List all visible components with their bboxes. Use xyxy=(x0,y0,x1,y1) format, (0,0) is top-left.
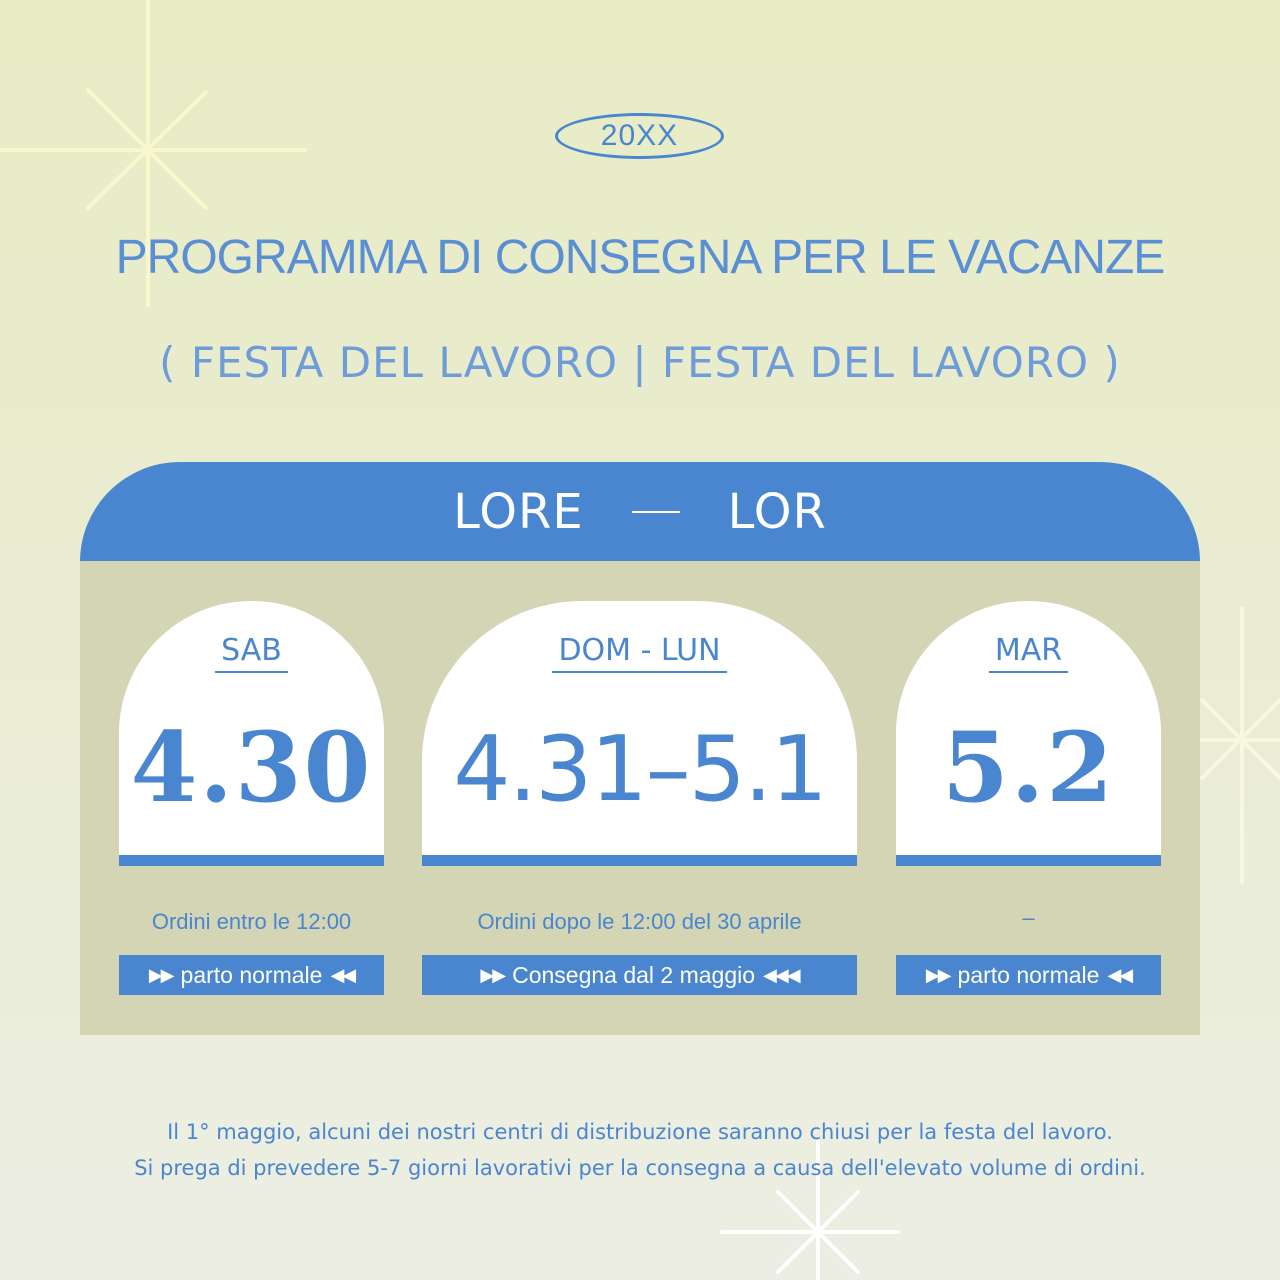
header-right-label: LOR xyxy=(727,484,827,540)
day-card-tue: MAR 5.2 xyxy=(896,601,1161,866)
double-right-arrow-icon: ▶▶ xyxy=(480,964,506,985)
day-card-sat: SAB 4.30 xyxy=(119,601,384,866)
header-left-label: LORE xyxy=(453,484,584,540)
schedule-header: LORE LOR xyxy=(80,462,1200,562)
delivery-label: parto normale xyxy=(180,961,323,988)
day-card-sun-mon: DOM - LUN 4.31–5.1 xyxy=(422,601,857,866)
page-subtitle: ( FESTA DEL LAVORO | FESTA DEL LAVORO ) xyxy=(159,338,1121,387)
double-right-arrow-icon: ▶▶ xyxy=(148,964,175,985)
triple-left-arrow-icon: ◀◀◀ xyxy=(763,964,801,985)
order-note-sat: Ordini entro le 12:00 xyxy=(151,909,352,934)
double-left-arrow-icon: ◀◀ xyxy=(330,964,356,985)
double-left-arrow-icon: ◀◀ xyxy=(1107,964,1133,985)
header-dash xyxy=(631,511,680,513)
date-value: 4.31–5.1 xyxy=(453,717,828,822)
date-value: 4.30 xyxy=(130,711,373,824)
footer-line-2: Si prega di prevedere 5-7 giorni lavorat… xyxy=(134,1156,1146,1180)
day-label: DOM - LUN xyxy=(552,633,727,673)
delivery-label: parto normale xyxy=(957,961,1100,988)
sparkle-icon-right xyxy=(1198,606,1280,884)
day-label: MAR xyxy=(988,633,1069,673)
footer-line-1: Il 1° maggio, alcuni dei nostri centri d… xyxy=(167,1120,1113,1144)
day-label: SAB xyxy=(215,633,288,673)
delivery-bar-tue: ▶▶ parto normale ◀◀ xyxy=(896,955,1161,995)
year-badge: 20XX xyxy=(555,113,724,159)
schedule-panel: SAB 4.30 DOM - LUN 4.31–5.1 MAR 5.2 Ordi… xyxy=(80,561,1200,1035)
order-note-tue: – xyxy=(1022,905,1035,930)
delivery-bar-sun-mon: ▶▶ Consegna dal 2 maggio ◀◀◀ xyxy=(422,955,857,995)
double-right-arrow-icon: ▶▶ xyxy=(925,964,952,985)
order-note-sun-mon: Ordini dopo le 12:00 del 30 aprile xyxy=(477,909,802,934)
delivery-bar-sat: ▶▶ parto normale ◀◀ xyxy=(119,955,384,995)
delivery-label: Consegna dal 2 maggio xyxy=(512,961,756,988)
page-title: PROGRAMMA DI CONSEGNA PER LE VACANZE xyxy=(115,231,1166,284)
date-value: 5.2 xyxy=(941,711,1115,824)
